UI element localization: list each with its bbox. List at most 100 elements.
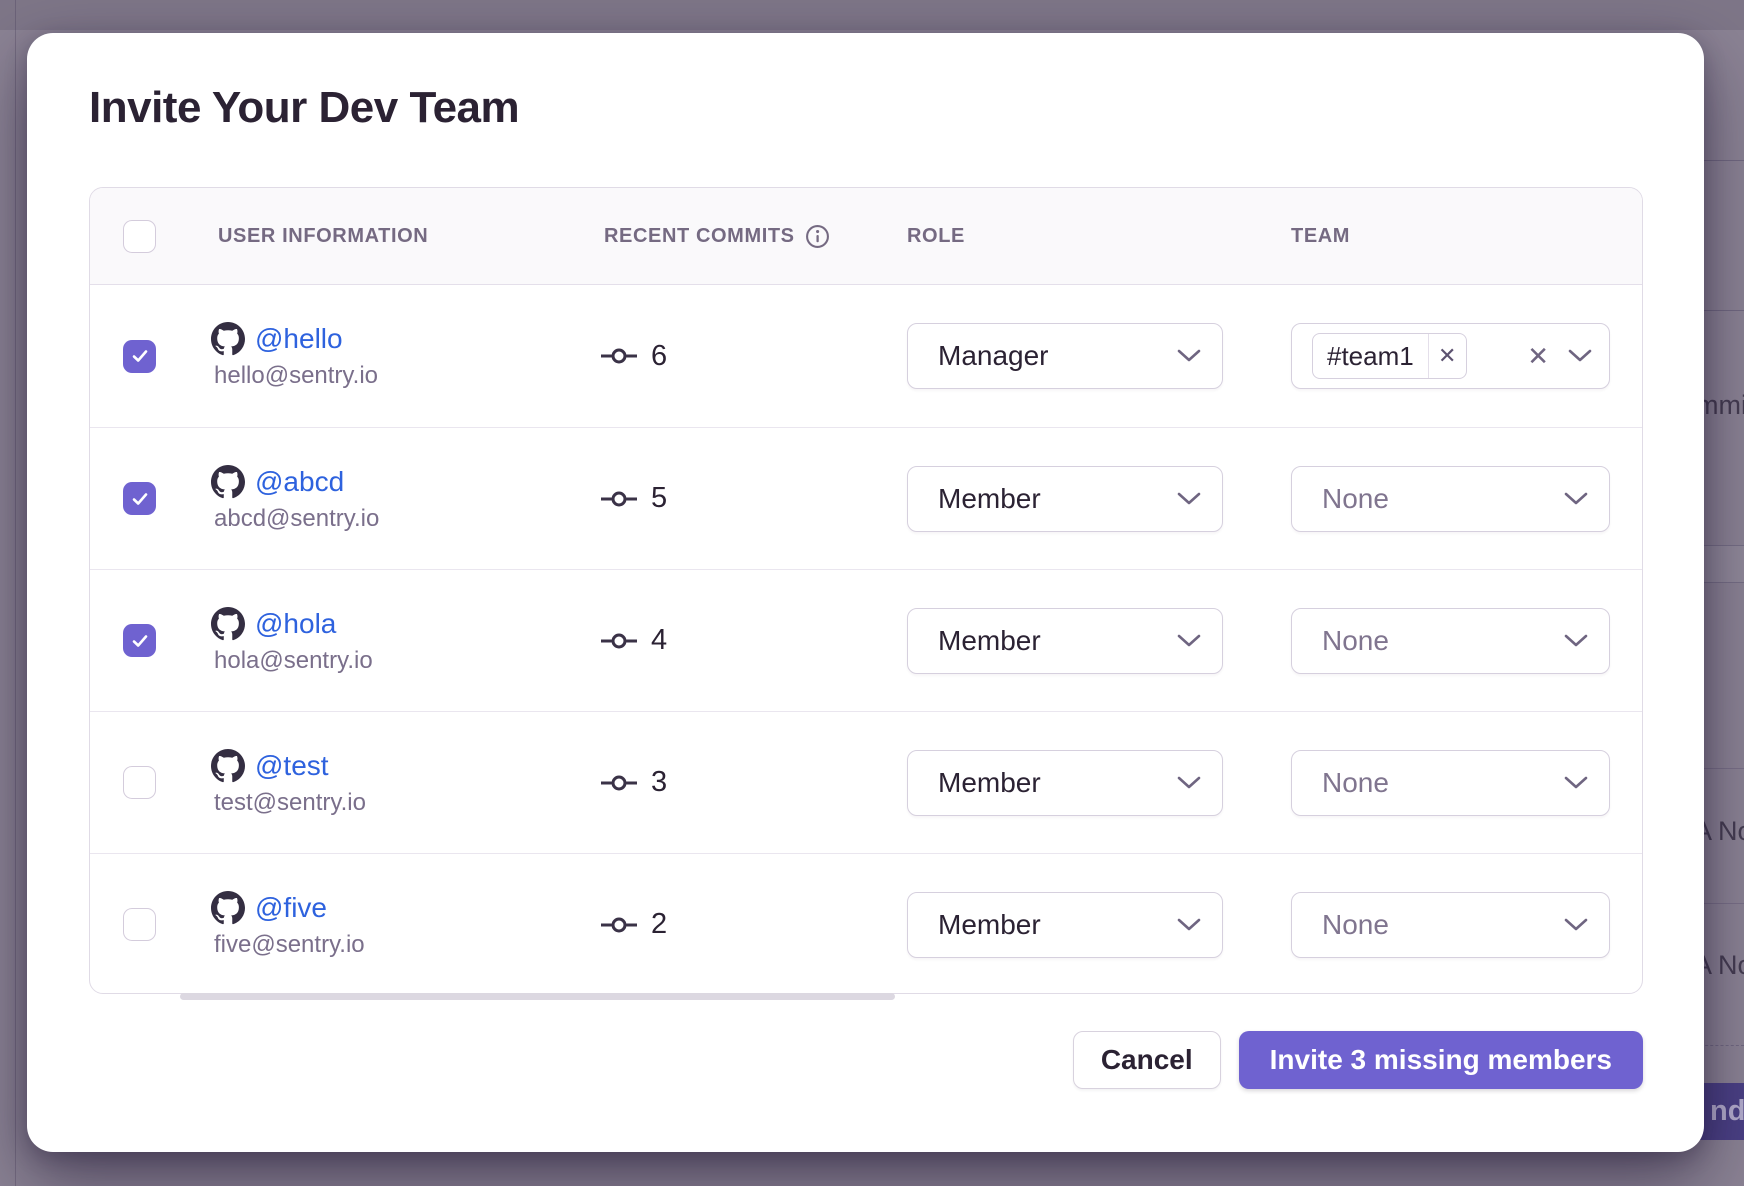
user-info-cell: @abcd abcd@sentry.io <box>211 464 601 533</box>
git-commit-icon <box>601 775 637 790</box>
table-horizontal-scrollbar-thumb[interactable] <box>180 993 895 1000</box>
role-select-value: Member <box>938 766 1041 798</box>
github-username-link[interactable]: @hola <box>255 607 337 639</box>
recent-commits-cell: 3 <box>601 766 907 799</box>
github-icon <box>211 890 245 924</box>
role-select-value: Member <box>938 624 1041 656</box>
background-row-divider <box>1700 310 1744 311</box>
team-select[interactable]: None <box>1291 891 1610 958</box>
modal-footer: Cancel Invite 3 missing members <box>1072 1031 1643 1089</box>
check-icon <box>132 350 147 362</box>
check-icon <box>132 634 147 647</box>
chevron-down-icon <box>1568 349 1592 362</box>
team-multiselect[interactable]: #team1 ✕ ✕ <box>1291 323 1610 389</box>
table-row: @hello hello@sentry.io 6 Manager <box>90 285 1642 427</box>
github-username-link[interactable]: @test <box>255 749 329 781</box>
column-header-recent-commits: RECENT COMMITS <box>601 224 907 249</box>
role-select[interactable]: Member <box>907 891 1223 958</box>
row-checkbox[interactable] <box>123 482 156 515</box>
check-icon <box>132 492 147 505</box>
chevron-down-icon <box>1177 918 1201 930</box>
cancel-button[interactable]: Cancel <box>1072 1031 1221 1089</box>
recent-commits-cell: 5 <box>601 482 907 515</box>
github-username-link[interactable]: @abcd <box>255 465 345 497</box>
chevron-down-icon <box>1177 492 1201 504</box>
column-header-user-information: USER INFORMATION <box>218 224 429 247</box>
row-checkbox[interactable] <box>123 908 156 941</box>
table-header-row: USER INFORMATION RECENT COMMITS ROLE TEA… <box>90 188 1642 285</box>
commit-count: 3 <box>651 766 668 798</box>
background-row-divider <box>1700 160 1744 161</box>
github-username-link[interactable]: @hello <box>255 323 343 354</box>
background-row-block <box>1700 545 1744 583</box>
remove-team-tag-icon[interactable]: ✕ <box>1427 334 1466 378</box>
user-info-cell: @hola hola@sentry.io <box>211 606 601 675</box>
info-icon[interactable] <box>805 224 830 249</box>
column-header-role: ROLE <box>907 224 965 247</box>
commit-count: 4 <box>651 624 668 656</box>
user-info-cell: @five five@sentry.io <box>211 890 601 959</box>
commit-count: 2 <box>651 908 668 940</box>
commit-count: 6 <box>651 339 668 372</box>
chevron-down-icon <box>1177 634 1201 646</box>
table-row: @test test@sentry.io 3 Member <box>90 711 1642 853</box>
team-select-value: None <box>1322 624 1389 656</box>
github-icon <box>211 606 245 640</box>
user-email: test@sentry.io <box>214 788 366 816</box>
background-page-edge <box>15 0 16 1186</box>
modal-title: Invite Your Dev Team <box>89 83 520 132</box>
team-select-value: None <box>1322 482 1389 514</box>
chevron-down-icon <box>1177 349 1201 362</box>
team-select-value: None <box>1322 908 1389 940</box>
role-select[interactable]: Member <box>907 607 1223 674</box>
user-email: hola@sentry.io <box>214 646 373 674</box>
table-row: @hola hola@sentry.io 4 Member <box>90 569 1642 711</box>
background-button-label: nd <box>1710 1095 1744 1127</box>
column-header-team: TEAM <box>1291 224 1351 247</box>
role-select[interactable]: Member <box>907 465 1223 532</box>
background-header-bar <box>0 0 1744 30</box>
role-select-value: Manager <box>938 340 1049 371</box>
team-select[interactable]: None <box>1291 607 1610 674</box>
background-row-divider <box>1700 1045 1744 1046</box>
select-all-checkbox[interactable] <box>123 219 156 253</box>
user-info-cell: @test test@sentry.io <box>211 748 601 817</box>
user-info-cell: @hello hello@sentry.io <box>211 322 601 390</box>
table-row: @abcd abcd@sentry.io 5 Member <box>90 427 1642 569</box>
user-email: five@sentry.io <box>214 930 365 958</box>
chevron-down-icon <box>1564 918 1588 930</box>
team-select[interactable]: None <box>1291 749 1610 816</box>
background-table-strip: mmit A No A No <box>1694 0 1744 1186</box>
table-row: @five five@sentry.io 2 Member <box>90 853 1642 993</box>
git-commit-icon <box>601 491 637 506</box>
chevron-down-icon <box>1177 776 1201 788</box>
invite-members-button[interactable]: Invite 3 missing members <box>1238 1031 1643 1089</box>
recent-commits-cell: 2 <box>601 908 907 941</box>
github-icon <box>211 748 245 782</box>
row-checkbox[interactable] <box>123 624 156 657</box>
team-tag: #team1 ✕ <box>1312 333 1467 379</box>
role-select[interactable]: Manager <box>907 323 1223 389</box>
git-commit-icon <box>601 917 637 932</box>
github-username-link[interactable]: @five <box>255 891 327 923</box>
github-icon <box>211 322 245 356</box>
user-email: abcd@sentry.io <box>214 504 380 532</box>
invite-members-table: USER INFORMATION RECENT COMMITS ROLE TEA… <box>89 187 1643 994</box>
chevron-down-icon <box>1564 634 1588 646</box>
github-icon <box>211 464 245 498</box>
recent-commits-cell: 4 <box>601 624 907 657</box>
row-checkbox[interactable] <box>123 766 156 799</box>
recent-commits-label: RECENT COMMITS <box>604 224 795 247</box>
background-row-divider <box>1700 903 1744 904</box>
row-checkbox[interactable] <box>123 339 156 373</box>
clear-team-icon[interactable]: ✕ <box>1527 340 1549 371</box>
role-select-value: Member <box>938 482 1041 514</box>
team-select[interactable]: None <box>1291 465 1610 532</box>
role-select[interactable]: Member <box>907 749 1223 816</box>
role-select-value: Member <box>938 908 1041 940</box>
user-email: hello@sentry.io <box>214 362 378 389</box>
git-commit-icon <box>601 633 637 648</box>
chevron-down-icon <box>1564 776 1588 788</box>
team-tag-label: #team1 <box>1327 340 1414 371</box>
background-commits-header-fragment: mmit <box>1696 390 1744 420</box>
